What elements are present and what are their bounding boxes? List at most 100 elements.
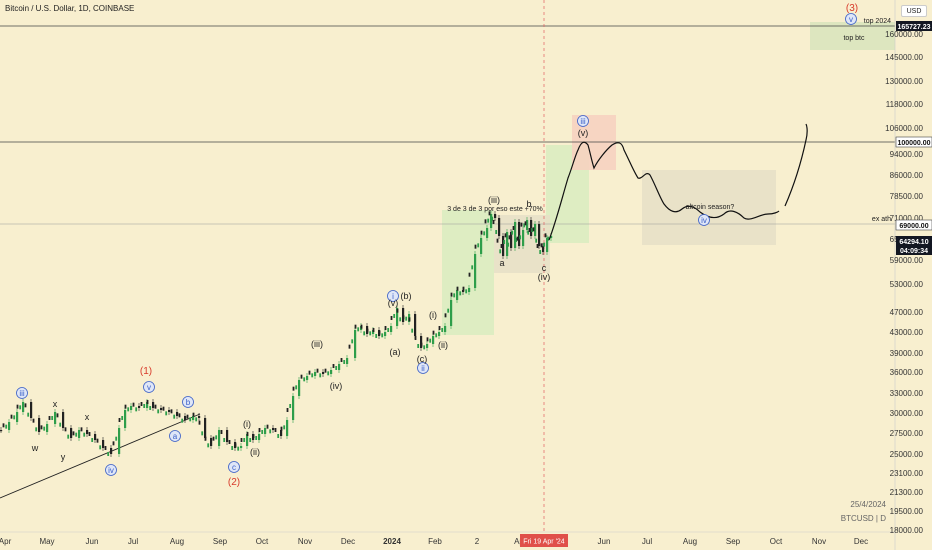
x1-label: x bbox=[53, 399, 58, 409]
candle-body bbox=[48, 416, 51, 420]
candle-body bbox=[292, 386, 295, 391]
price-axis-label[interactable]: 23100.00 bbox=[890, 469, 924, 478]
candle-body bbox=[426, 344, 429, 348]
time-axis-label[interactable]: Apr bbox=[0, 537, 12, 546]
price-axis-label[interactable]: 59000.00 bbox=[890, 256, 924, 265]
price-axis-label[interactable]: 53000.00 bbox=[890, 280, 924, 289]
candle-body bbox=[450, 300, 453, 326]
price-tag: 04:09:34 bbox=[900, 248, 928, 255]
time-axis-label[interactable]: May bbox=[39, 537, 54, 546]
candle-body bbox=[24, 403, 27, 408]
candle-body bbox=[468, 288, 471, 292]
candle-body bbox=[181, 418, 184, 423]
candle-body bbox=[354, 324, 357, 329]
candle-body bbox=[420, 336, 423, 348]
wave-2-red-label: (2) bbox=[228, 477, 240, 488]
circled-label-text: a bbox=[173, 432, 178, 441]
candle-body bbox=[366, 328, 369, 333]
candle-body bbox=[465, 289, 468, 294]
time-axis-labels[interactable]: Apr May Jun Jul Aug Sep Oct Nov Dec 2024 Feb 2 Ap Jun… bbox=[0, 537, 868, 546]
time-axis-label[interactable]: Sep bbox=[726, 537, 741, 546]
time-axis-label[interactable]: Jun bbox=[86, 537, 99, 546]
candle-body bbox=[86, 430, 89, 434]
price-axis-label[interactable]: 86000.00 bbox=[890, 171, 924, 180]
candle-body bbox=[231, 446, 234, 450]
i-paren2-label: (i) bbox=[429, 310, 437, 320]
candle-body bbox=[168, 410, 171, 412]
time-axis-label[interactable]: Oct bbox=[256, 537, 269, 546]
price-axis-label[interactable]: 33000.00 bbox=[890, 389, 924, 398]
candle-body bbox=[56, 413, 59, 418]
price-axis-label[interactable]: 30000.00 bbox=[890, 409, 924, 418]
price-axis-label[interactable]: 106000.00 bbox=[885, 124, 923, 133]
candle-body bbox=[80, 427, 83, 432]
time-axis-label[interactable]: Dec bbox=[854, 537, 868, 546]
candle-body bbox=[510, 232, 513, 248]
candle-body bbox=[498, 218, 501, 236]
cursor-date-tag: Fri 19 Apr '24 bbox=[523, 539, 565, 546]
price-axis-label[interactable]: 25000.00 bbox=[890, 450, 924, 459]
candle-body bbox=[201, 431, 204, 436]
candle-body bbox=[118, 418, 121, 422]
time-axis-label[interactable]: 2 bbox=[475, 537, 480, 546]
time-axis-label[interactable]: Dec bbox=[341, 537, 355, 546]
price-axis-label[interactable]: 160000.00 bbox=[885, 30, 923, 39]
price-axis-labels[interactable]: 160000.00 145000.00 130000.00 118000.00 1060… bbox=[885, 30, 923, 535]
price-axis-label[interactable]: 27500.00 bbox=[890, 429, 924, 438]
x2-label: x bbox=[85, 412, 90, 422]
price-axis-label[interactable]: 78500.00 bbox=[890, 192, 924, 201]
time-axis-label[interactable]: Aug bbox=[683, 537, 697, 546]
candle-body bbox=[531, 228, 534, 232]
price-axis-label[interactable]: 19500.00 bbox=[890, 507, 924, 516]
candle-body bbox=[441, 328, 444, 332]
price-axis-label[interactable]: 130000.00 bbox=[885, 77, 923, 86]
candle-body bbox=[490, 214, 493, 228]
candle-body bbox=[363, 331, 366, 336]
candle-body bbox=[83, 432, 86, 437]
candle-body bbox=[357, 327, 360, 332]
price-axis-label[interactable]: 18000.00 bbox=[890, 526, 924, 535]
candle-body bbox=[121, 416, 124, 420]
candle-body bbox=[72, 431, 75, 436]
price-axis-label[interactable]: 47000.00 bbox=[890, 308, 924, 317]
candle-body bbox=[130, 406, 133, 410]
price-axis-label[interactable]: 118000.00 bbox=[886, 100, 924, 109]
time-axis-label[interactable]: Ap bbox=[514, 537, 524, 546]
time-axis-label[interactable]: Nov bbox=[298, 537, 312, 546]
price-axis-label[interactable]: 145000.00 bbox=[885, 53, 923, 62]
price-axis-label[interactable]: 71000.00 bbox=[890, 214, 924, 223]
trendline[interactable] bbox=[0, 413, 201, 499]
symbol-title[interactable]: Bitcoin / U.S. Dollar, 1D, COINBASE bbox=[5, 4, 135, 13]
time-axis-label[interactable]: Feb bbox=[428, 537, 442, 546]
candle-body bbox=[269, 429, 272, 434]
time-axis-label[interactable]: Jul bbox=[642, 537, 652, 546]
price-axis-label[interactable]: 94000.00 bbox=[890, 150, 924, 159]
price-axis-label[interactable]: 36000.00 bbox=[890, 368, 924, 377]
time-axis-label[interactable]: Jun bbox=[598, 537, 611, 546]
time-axis-label[interactable]: Sep bbox=[213, 537, 228, 546]
top-2024-label: top 2024 bbox=[864, 18, 891, 25]
candle-body bbox=[272, 428, 275, 430]
candle-body bbox=[390, 326, 393, 332]
candle-body bbox=[324, 368, 327, 373]
time-axis-label[interactable]: Jul bbox=[128, 537, 138, 546]
currency-button[interactable]: USD bbox=[901, 5, 927, 17]
candle-body bbox=[426, 337, 429, 342]
time-axis-label[interactable]: Nov bbox=[812, 537, 826, 546]
time-axis-label[interactable]: Aug bbox=[170, 537, 184, 546]
price-axis-label[interactable]: 43000.00 bbox=[890, 328, 924, 337]
candle-body bbox=[149, 406, 152, 410]
price-axis-label[interactable]: 39000.00 bbox=[890, 349, 924, 358]
candle-body bbox=[115, 436, 118, 441]
candle-body bbox=[246, 432, 249, 436]
candle-body bbox=[289, 404, 292, 408]
time-axis-label[interactable]: 2024 bbox=[383, 537, 401, 546]
circled-label-ring bbox=[169, 430, 181, 442]
time-axis-label[interactable]: Oct bbox=[770, 537, 783, 546]
projection-path[interactable] bbox=[548, 123, 808, 241]
iv-paren-label: (iv) bbox=[330, 381, 343, 391]
price-axis-label[interactable]: 21300.00 bbox=[890, 488, 924, 497]
